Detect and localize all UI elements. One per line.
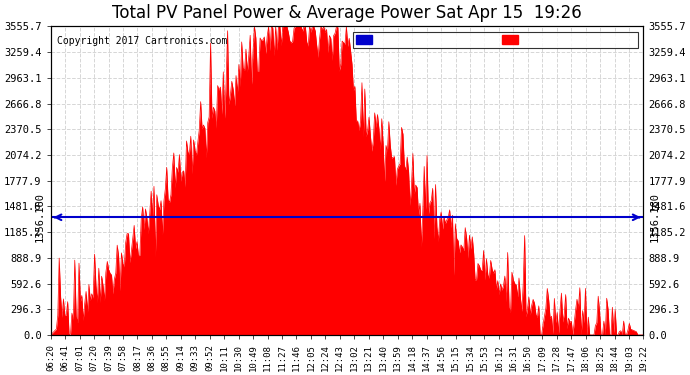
Text: 1356.160: 1356.160	[34, 192, 45, 242]
Legend: Average  (DC Watts), PV Panels  (DC Watts): Average (DC Watts), PV Panels (DC Watts)	[353, 32, 638, 48]
Text: Copyright 2017 Cartronics.com: Copyright 2017 Cartronics.com	[57, 36, 227, 46]
Title: Total PV Panel Power & Average Power Sat Apr 15  19:26: Total PV Panel Power & Average Power Sat…	[112, 4, 582, 22]
Text: 1356.160: 1356.160	[649, 192, 660, 242]
